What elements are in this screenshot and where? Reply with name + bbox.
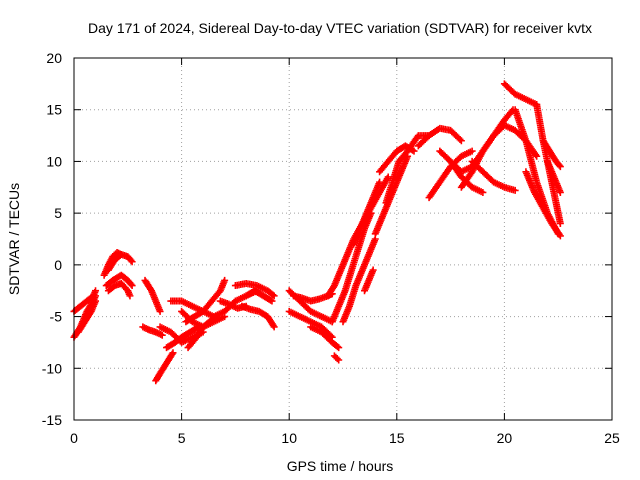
y-tick-label: 5 xyxy=(54,205,62,221)
data-point xyxy=(384,173,392,181)
data-point xyxy=(169,349,177,357)
data-point xyxy=(410,147,418,155)
data-point xyxy=(555,161,563,169)
x-tick-label: 25 xyxy=(604,430,620,446)
data-point xyxy=(158,331,166,339)
data-series xyxy=(539,137,564,171)
y-tick-label: 15 xyxy=(46,102,62,118)
data-point xyxy=(533,152,541,160)
data-point xyxy=(127,256,135,264)
data-series xyxy=(242,287,276,305)
x-axis-label: GPS time / hours xyxy=(287,458,394,474)
y-axis-label: SDTVAR / TECUs xyxy=(6,183,22,295)
data-series xyxy=(339,235,379,326)
data-series xyxy=(104,279,134,300)
data-series xyxy=(361,266,377,295)
data-point xyxy=(269,321,277,329)
data-point xyxy=(156,307,164,315)
data-point xyxy=(468,147,476,155)
chart-title: Day 171 of 2024, Sidereal Day-to-day VTE… xyxy=(88,20,592,36)
data-point xyxy=(268,297,276,305)
data-point xyxy=(270,323,278,331)
data-point xyxy=(168,350,176,358)
data-series xyxy=(231,279,278,300)
data-series xyxy=(139,323,166,339)
data-point xyxy=(92,287,100,295)
data-series xyxy=(104,251,136,274)
data-marks xyxy=(70,80,564,385)
data-point xyxy=(556,219,564,227)
x-tick-label: 10 xyxy=(281,430,297,446)
x-tick-label: 15 xyxy=(389,430,405,446)
data-point xyxy=(92,297,100,305)
data-point xyxy=(269,291,277,299)
data-series xyxy=(102,271,136,290)
data-series xyxy=(152,349,177,385)
x-tick-label: 20 xyxy=(497,430,513,446)
data-series xyxy=(307,323,343,352)
data-series xyxy=(70,287,100,315)
data-point xyxy=(221,276,229,284)
axes: 0 5 10 15 20 25 -15 -10 -5 0 5 10 15 20 xyxy=(42,50,620,446)
data-series xyxy=(468,157,519,194)
data-point xyxy=(335,344,343,352)
data-point xyxy=(556,232,564,240)
data-point xyxy=(457,137,465,145)
data-point xyxy=(479,188,487,196)
data-series xyxy=(328,209,375,326)
data-point xyxy=(333,343,341,351)
data-series xyxy=(522,168,564,240)
data-point xyxy=(128,258,136,266)
data-point xyxy=(242,302,250,310)
data-point xyxy=(270,292,278,300)
data-point xyxy=(126,292,134,300)
data-point xyxy=(267,296,275,304)
y-tick-label: -15 xyxy=(42,412,62,428)
plot-frame xyxy=(73,57,613,421)
data-series xyxy=(163,323,203,352)
data-point xyxy=(409,146,417,154)
y-tick-label: 0 xyxy=(54,257,62,273)
data-point xyxy=(556,163,564,171)
data-point xyxy=(333,355,341,363)
data-series xyxy=(350,173,392,248)
data-series xyxy=(182,276,229,326)
data-point xyxy=(511,186,519,194)
data-series xyxy=(216,297,250,312)
y-tick-label: -10 xyxy=(42,360,62,376)
y-tick-label: -5 xyxy=(50,309,63,325)
data-point xyxy=(128,282,136,290)
y-tick-label: 10 xyxy=(46,153,62,169)
x-tick-label: 5 xyxy=(178,430,186,446)
data-series xyxy=(330,352,343,364)
data-point xyxy=(556,188,564,196)
data-point xyxy=(127,280,135,288)
data-series xyxy=(543,157,564,196)
data-series xyxy=(382,132,433,207)
data-point xyxy=(456,135,464,143)
data-point xyxy=(369,266,377,274)
data-series xyxy=(376,142,418,176)
data-point xyxy=(335,356,343,364)
data-series xyxy=(74,297,100,336)
grid xyxy=(74,58,612,420)
data-series xyxy=(414,124,465,150)
data-series xyxy=(141,276,164,315)
x-tick-label: 0 xyxy=(70,430,78,446)
y-tick-label: 20 xyxy=(46,50,62,66)
